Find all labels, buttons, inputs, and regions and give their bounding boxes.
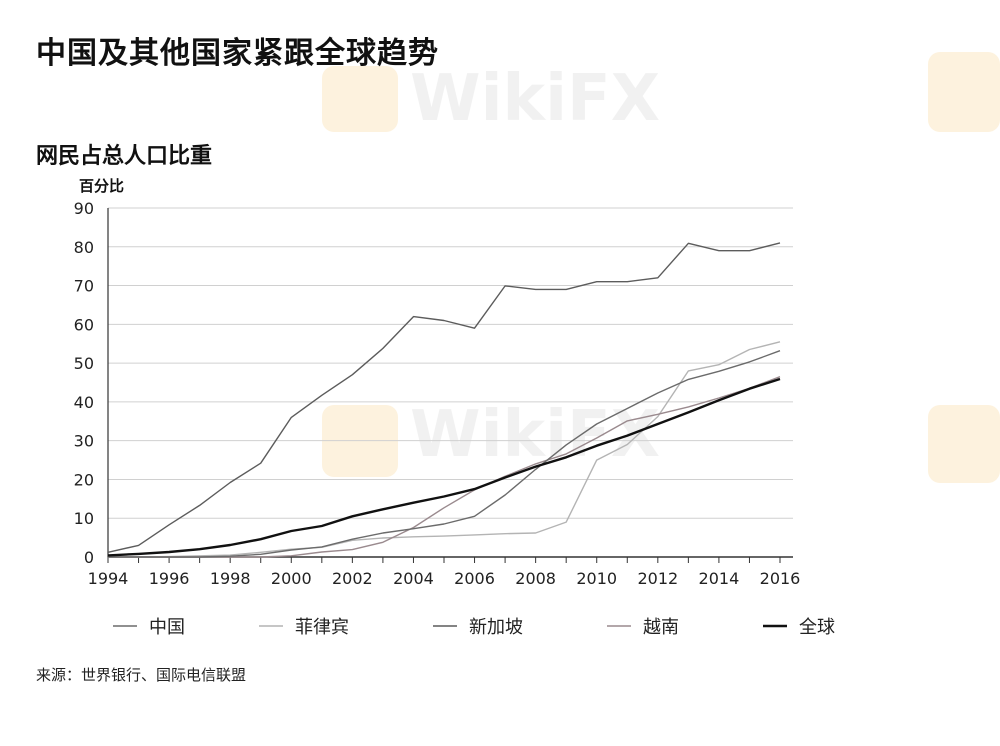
x-tick-label: 2014 (699, 569, 740, 588)
legend-label: 越南 (643, 617, 679, 638)
x-tick-label: 2008 (515, 569, 556, 588)
y-tick-labels: 0 10 20 30 40 50 60 70 80 90 (74, 199, 94, 567)
y-tick-label: 30 (74, 432, 94, 451)
y-axis-unit-label: 百分比 (79, 177, 125, 195)
y-tick-label: 10 (74, 509, 94, 528)
y-tick-label: 40 (74, 393, 94, 412)
grid-lines (107, 207, 793, 563)
x-tick-label: 1998 (210, 569, 251, 588)
series-line-1 (108, 341, 781, 558)
series-line-2 (107, 242, 781, 553)
x-tick-label: 2012 (637, 569, 678, 588)
y-tick-label: 90 (74, 199, 94, 218)
y-tick-label: 20 (74, 470, 94, 489)
watermark-group: WikiFX WikiFX (322, 52, 1000, 483)
legend-label: 菲律宾 (295, 617, 349, 638)
watermark-logo-icon (928, 405, 1000, 483)
series-lines (107, 242, 781, 558)
y-tick-label: 60 (74, 315, 94, 334)
x-tick-label: 1996 (149, 569, 190, 588)
x-tick-label: 2004 (393, 569, 434, 588)
x-tick-label: 2010 (576, 569, 617, 588)
x-tick-label: 2006 (454, 569, 495, 588)
source-note: 来源：世界银行、国际电信联盟 (36, 666, 247, 684)
x-tick-label: 1994 (88, 569, 129, 588)
watermark-logo-icon (928, 52, 1000, 132)
y-tick-label: 70 (74, 277, 94, 296)
x-tick-label: 2000 (271, 569, 312, 588)
series-line-4 (107, 377, 781, 557)
legend-label: 新加坡 (469, 617, 523, 638)
watermark-text: WikiFX (410, 62, 660, 136)
watermark-logo-icon (322, 66, 398, 132)
legend: 中国 菲律宾 新加坡 越南 全球 (113, 617, 835, 638)
x-tick-label: 2016 (760, 569, 801, 588)
legend-label: 中国 (149, 617, 185, 638)
series-line-0 (108, 350, 781, 558)
x-tick-labels: 1994 1996 1998 2000 2002 2004 2006 2008 2010 2012… (88, 569, 801, 588)
legend-label: 全球 (799, 617, 835, 638)
y-tick-label: 50 (74, 354, 94, 373)
y-tick-label: 80 (74, 238, 94, 257)
watermark-text: WikiFX (410, 398, 660, 472)
y-tick-label: 0 (84, 548, 94, 567)
chart-title: 网民占总人口比重 (36, 144, 213, 169)
page-title: 中国及其他国家紧跟全球趋势 (36, 36, 439, 71)
x-tick-label: 2002 (332, 569, 373, 588)
